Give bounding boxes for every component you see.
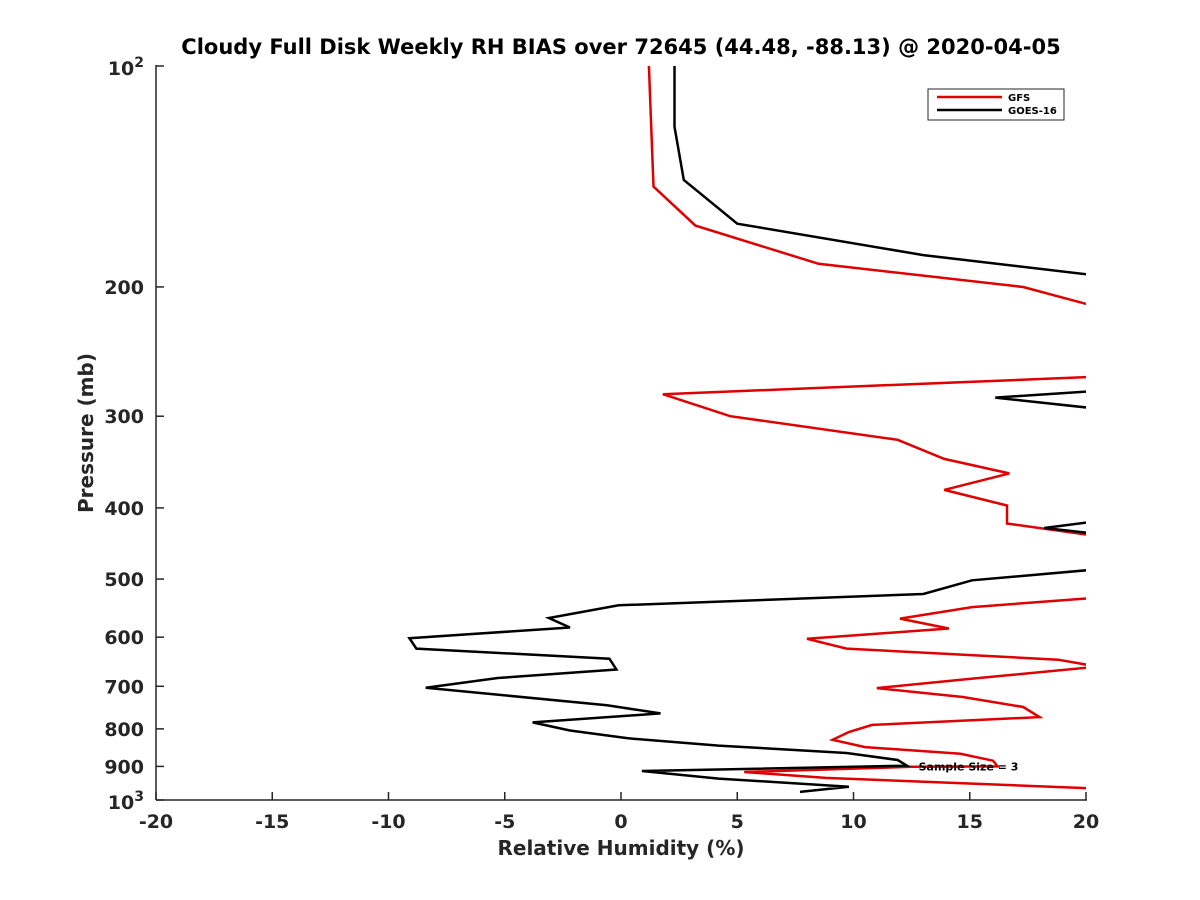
series-layer: [407, 66, 1086, 794]
y-tick-label: 700: [104, 676, 144, 698]
legend-box: [927, 88, 1065, 121]
x-tick-label: 0: [614, 811, 627, 833]
sample-size-annotation: Sample Size = 3: [919, 760, 1019, 773]
x-tick-label: -20: [139, 811, 173, 833]
y-axis-label: Pressure (mb): [74, 353, 98, 513]
x-tick-group: -20 -15 -10 -5 0 5 10 15 20: [139, 792, 1099, 833]
y-tick-group: 102 200 300 400 500 600 700 800 900 103: [104, 55, 164, 814]
legend-label-goes-16: GOES-16: [1008, 106, 1057, 117]
y-tick-label: 900: [104, 756, 144, 778]
legend: GFS GOES-16: [927, 88, 1065, 121]
series-line-goes-16: [407, 66, 1086, 794]
x-tick-label: 15: [957, 811, 983, 833]
axes: [155, 65, 1087, 801]
x-axis-label: Relative Humidity (%): [497, 836, 744, 860]
y-tick-label: 103: [108, 789, 144, 814]
series-line-gfs: [647, 66, 1086, 790]
x-tick-label: 20: [1073, 811, 1099, 833]
x-tick-label: 5: [731, 811, 744, 833]
y-tick-label: 500: [104, 569, 144, 591]
x-tick-label: -15: [255, 811, 289, 833]
x-tick-label: -10: [371, 811, 405, 833]
y-tick-label: 400: [104, 498, 144, 520]
legend-label-gfs: GFS: [1008, 93, 1030, 104]
y-tick-label: 600: [104, 627, 144, 649]
y-tick-label: 300: [104, 406, 144, 428]
x-tick-label: -5: [494, 811, 515, 833]
y-tick-label: 200: [104, 277, 144, 299]
chart-title: Cloudy Full Disk Weekly RH BIAS over 726…: [181, 35, 1060, 59]
y-tick-label: 800: [104, 719, 144, 741]
x-tick-label: 10: [840, 811, 866, 833]
y-tick-label: 102: [108, 55, 144, 80]
